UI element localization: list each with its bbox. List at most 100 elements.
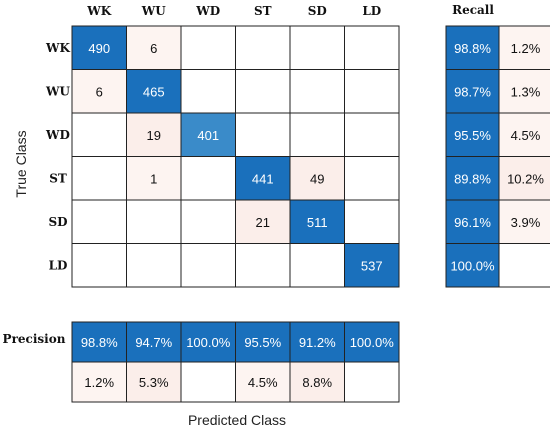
col-header-st: ST <box>254 4 272 18</box>
recall-value: 89.8% <box>454 171 491 186</box>
row-header-ld: LD <box>49 258 68 272</box>
recall-title: Recall <box>452 3 494 17</box>
matrix-cell-value: 6 <box>150 41 157 56</box>
recall-value: 100.0% <box>450 258 495 273</box>
recall-cell <box>445 69 500 114</box>
matrix-cell <box>235 69 291 114</box>
precision-value: 4.5% <box>248 375 278 390</box>
matrix-cell <box>180 156 236 201</box>
recall-cell <box>498 243 550 288</box>
precision-cell <box>344 321 400 363</box>
recall-value: 98.7% <box>454 84 491 99</box>
recall-value: 95.5% <box>454 128 491 143</box>
recall-cell <box>445 243 500 288</box>
recall-cell <box>498 69 550 114</box>
matrix-cell <box>289 69 345 114</box>
matrix-cell <box>180 69 236 114</box>
row-header-wu: WU <box>45 84 70 98</box>
recall-value: 1.3% <box>511 84 541 99</box>
precision-value: 5.3% <box>139 375 169 390</box>
matrix-cell <box>71 156 127 201</box>
matrix-cell-value: 1 <box>150 171 157 186</box>
precision-title: Precision <box>3 332 66 346</box>
precision-value: 98.8% <box>81 335 118 350</box>
precision-value: 94.7% <box>135 335 172 350</box>
matrix-cell <box>289 25 345 70</box>
matrix-cell <box>180 25 236 70</box>
recall-value: 3.9% <box>511 215 541 230</box>
matrix-cell-value: 19 <box>147 128 161 143</box>
recall-value: 98.8% <box>454 41 491 56</box>
matrix-cell <box>71 112 127 157</box>
matrix-cell-value: 465 <box>143 84 165 99</box>
matrix-cell-value: 441 <box>252 171 274 186</box>
matrix-cell <box>235 25 291 70</box>
matrix-cell <box>235 156 291 201</box>
matrix-cell-value: 49 <box>310 171 324 186</box>
matrix-cell <box>126 199 182 244</box>
recall-grid: 98.8% 1.2% 98.7% 1.3% 95.5% 4.5% 89.8% 10.2% 96.… <box>445 25 550 288</box>
precision-value: 100.0% <box>186 335 231 350</box>
row-header-wd: WD <box>45 128 70 142</box>
matrix-cell <box>344 25 400 70</box>
matrix-cell <box>289 112 345 157</box>
precision-grid: 98.8% 94.7% 100.0% 95.5% 91.2% 100.0% 1.2% 5.3%… <box>71 321 400 403</box>
matrix-cell <box>344 199 400 244</box>
matrix-cell <box>126 243 182 288</box>
matrix-cell-value: 6 <box>96 84 103 99</box>
matrix-cell <box>344 69 400 114</box>
recall-value: 4.5% <box>511 128 541 143</box>
col-header-wd: WD <box>195 4 220 18</box>
matrix-cell <box>71 69 127 114</box>
precision-cell <box>235 361 291 403</box>
row-headers: WK WU WD ST SD LD <box>45 41 71 273</box>
matrix-cell-value: 537 <box>361 258 383 273</box>
precision-value: 95.5% <box>244 335 281 350</box>
x-axis-title: Predicted Class <box>188 412 286 428</box>
confusion-matrix-grid: 490 6 6 465 19 401 1 441 49 21 511 537 <box>71 25 400 288</box>
column-headers: WK WU WD ST SD LD <box>86 4 381 18</box>
matrix-cell <box>126 25 182 70</box>
matrix-cell <box>180 243 236 288</box>
matrix-cell <box>344 112 400 157</box>
precision-cell <box>344 361 400 403</box>
row-header-st: ST <box>49 171 67 185</box>
matrix-cell <box>289 243 345 288</box>
matrix-cell-value: 21 <box>256 215 270 230</box>
precision-value: 91.2% <box>299 335 336 350</box>
recall-cell <box>445 156 500 201</box>
recall-value: 10.2% <box>507 171 544 186</box>
recall-value: 1.2% <box>511 41 541 56</box>
matrix-cell-value: 490 <box>88 41 110 56</box>
matrix-cell <box>235 112 291 157</box>
precision-cell <box>126 361 182 403</box>
recall-cell <box>445 112 500 157</box>
matrix-cell <box>344 243 400 288</box>
matrix-cell-value: 511 <box>307 215 328 230</box>
precision-cell <box>126 321 182 363</box>
recall-value: 96.1% <box>454 215 491 230</box>
precision-value: 8.8% <box>302 375 332 390</box>
recall-cell <box>498 156 550 201</box>
row-header-wk: WK <box>45 41 70 55</box>
matrix-cell <box>235 243 291 288</box>
matrix-cell <box>180 199 236 244</box>
matrix-cell <box>71 243 127 288</box>
precision-value: 100.0% <box>350 335 395 350</box>
matrix-cell <box>71 25 127 70</box>
precision-cell <box>180 361 236 403</box>
precision-cell <box>71 361 127 403</box>
matrix-cell <box>180 112 236 157</box>
matrix-cell <box>71 199 127 244</box>
col-header-sd: SD <box>308 4 327 18</box>
matrix-cell <box>235 199 291 244</box>
matrix-cell-value: 401 <box>197 128 219 143</box>
matrix-cell <box>344 156 400 201</box>
col-header-wu: WU <box>141 4 166 18</box>
col-header-wk: WK <box>86 4 111 18</box>
col-header-ld: LD <box>362 4 381 18</box>
precision-value: 1.2% <box>84 375 114 390</box>
row-header-sd: SD <box>48 215 67 229</box>
y-axis-title: True Class <box>13 130 29 197</box>
